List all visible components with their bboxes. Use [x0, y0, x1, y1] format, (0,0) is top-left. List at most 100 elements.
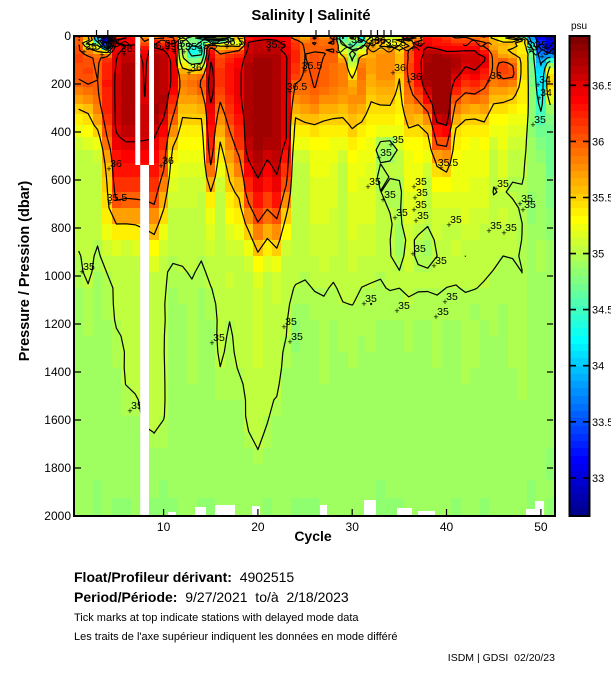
svg-text:+: + [186, 68, 191, 78]
svg-text:34.5: 34.5 [527, 39, 548, 51]
svg-text:Float/Profileur dérivant: 490: Float/Profileur dérivant: 4902515 [74, 569, 294, 585]
svg-text:+: + [410, 249, 415, 259]
svg-text:33: 33 [592, 473, 604, 485]
svg-text:+: + [171, 47, 176, 57]
svg-text:200: 200 [51, 77, 71, 91]
svg-text:+: + [392, 213, 397, 223]
svg-text:36: 36 [162, 155, 174, 167]
svg-text:+: + [406, 77, 411, 87]
svg-text:+: + [224, 42, 229, 52]
svg-text:36: 36 [394, 62, 406, 74]
svg-text:+: + [413, 216, 418, 226]
svg-text:+: + [90, 44, 95, 54]
svg-text:+: + [411, 205, 416, 215]
svg-text:35: 35 [446, 291, 458, 303]
svg-text:35: 35 [497, 178, 509, 190]
svg-text:35: 35 [450, 214, 462, 226]
svg-text:35: 35 [521, 193, 533, 205]
svg-text:+: + [493, 184, 498, 194]
svg-text:+: + [347, 40, 352, 50]
svg-text:+: + [520, 205, 525, 215]
svg-text:35.5: 35.5 [107, 192, 128, 204]
svg-text:+: + [536, 93, 541, 103]
svg-text:+: + [386, 43, 391, 53]
svg-text:35: 35 [85, 41, 97, 53]
svg-text:+: + [376, 153, 381, 163]
svg-text:+: + [410, 44, 415, 54]
svg-text:600: 600 [51, 173, 71, 187]
svg-text:+: + [442, 297, 447, 307]
svg-text:+: + [394, 306, 399, 316]
svg-text:35.5: 35.5 [592, 193, 611, 205]
svg-text:+: + [165, 44, 170, 54]
svg-text:+: + [412, 193, 417, 203]
svg-text:+: + [364, 41, 369, 51]
svg-text:+: + [127, 406, 132, 416]
svg-text:Tick marks at top indicate sta: Tick marks at top indicate stations with… [74, 612, 359, 624]
svg-text:35: 35 [384, 189, 396, 201]
svg-text:35.5: 35.5 [165, 38, 186, 50]
svg-text:35: 35 [416, 187, 428, 199]
svg-text:Pressure / Pression (dbar): Pressure / Pression (dbar) [17, 181, 33, 362]
svg-text:35: 35 [369, 176, 381, 188]
svg-text:36: 36 [110, 158, 122, 170]
svg-text:35: 35 [505, 222, 517, 234]
svg-text:+: + [99, 50, 104, 60]
svg-text:800: 800 [51, 221, 71, 235]
svg-text:35: 35 [291, 331, 303, 343]
svg-text:+: + [431, 261, 436, 271]
svg-text:+: + [446, 220, 451, 230]
svg-text:1400: 1400 [44, 365, 71, 379]
svg-text:35: 35 [392, 134, 404, 146]
svg-text:40: 40 [440, 520, 454, 534]
svg-text:+: + [107, 198, 112, 208]
svg-text:10: 10 [157, 520, 171, 534]
svg-text:+: + [486, 76, 491, 86]
svg-text:+: + [287, 337, 292, 347]
svg-text:35: 35 [534, 114, 546, 126]
svg-text:+: + [158, 161, 163, 171]
svg-text:36.5: 36.5 [150, 40, 171, 52]
svg-text:36.5: 36.5 [592, 80, 611, 92]
svg-text:34: 34 [539, 74, 551, 86]
svg-text:+: + [433, 312, 438, 322]
svg-text:35: 35 [415, 176, 427, 188]
svg-text:+: + [527, 45, 532, 55]
svg-text:9: 9 [106, 44, 112, 56]
svg-text:35: 35 [380, 147, 392, 159]
svg-text:+: + [535, 80, 540, 90]
svg-text:+: + [266, 45, 271, 55]
svg-text:+: + [539, 52, 544, 62]
svg-text:50: 50 [534, 520, 548, 534]
svg-text:+: + [281, 322, 286, 332]
svg-text:Salinity | Salinité: Salinity | Salinité [251, 7, 370, 24]
svg-text:36.5: 36.5 [287, 81, 308, 93]
svg-text:35: 35 [490, 220, 502, 232]
svg-text:35.5: 35.5 [197, 40, 218, 52]
svg-text:35: 35 [285, 316, 297, 328]
svg-text:35: 35 [415, 199, 427, 211]
svg-text:35: 35 [131, 400, 143, 412]
svg-text:35: 35 [435, 255, 447, 267]
svg-text:35: 35 [398, 300, 410, 312]
svg-text:+: + [501, 228, 506, 238]
svg-text:35.5: 35.5 [386, 37, 407, 49]
svg-text:1800: 1800 [44, 461, 71, 475]
svg-text:+: + [486, 226, 491, 236]
svg-text:+: + [197, 46, 202, 56]
svg-text:35.5: 35.5 [438, 157, 459, 169]
svg-text:35: 35 [414, 243, 426, 255]
svg-text:+: + [81, 47, 86, 57]
svg-text:+: + [517, 199, 522, 209]
svg-text:1200: 1200 [44, 317, 71, 331]
svg-text:+: + [209, 338, 214, 348]
svg-text:+: + [411, 182, 416, 192]
svg-text:+: + [302, 66, 307, 76]
svg-text:35: 35 [365, 293, 377, 305]
svg-text:35: 35 [83, 261, 95, 273]
svg-text:Cycle: Cycle [294, 528, 332, 544]
svg-text:34: 34 [592, 361, 604, 373]
svg-text:400: 400 [51, 125, 71, 139]
svg-text:+: + [380, 195, 385, 205]
svg-text:5: 5 [97, 38, 103, 50]
